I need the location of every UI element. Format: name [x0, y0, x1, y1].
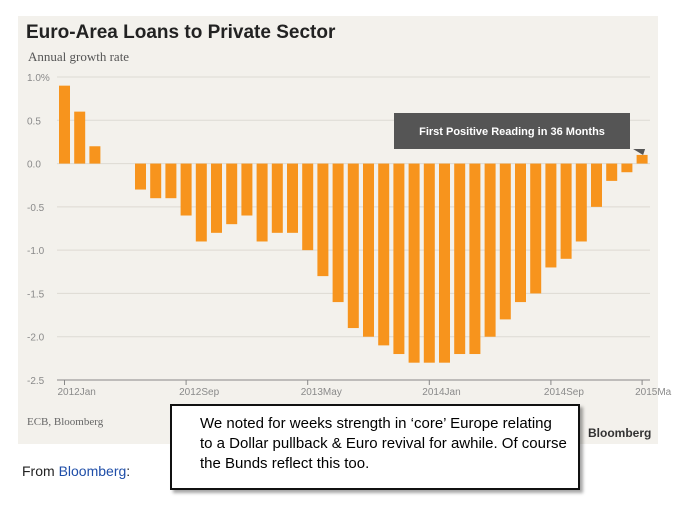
bar — [408, 163, 420, 363]
x-tick-label: 2012Jan — [58, 387, 96, 398]
y-tick-label: -1.0 — [27, 246, 45, 257]
bar — [515, 163, 526, 303]
x-tick-label: 2015Ma — [635, 387, 672, 398]
from-attribution: From Bloomberg: — [22, 463, 130, 479]
from-prefix: From — [22, 463, 59, 479]
y-tick-label: -1.5 — [27, 289, 45, 300]
bar — [211, 163, 222, 233]
from-suffix: : — [126, 463, 131, 479]
bar — [241, 163, 253, 216]
x-tick-label: 2014Sep — [544, 387, 584, 398]
comment-text: We noted for weeks strength in ‘core’ Eu… — [200, 415, 567, 472]
chart-subtitle: Annual growth rate — [28, 49, 130, 64]
callout-box — [394, 113, 630, 149]
bar — [271, 163, 283, 233]
bar — [287, 163, 298, 233]
bloomberg-link[interactable]: Bloomberg — [58, 463, 127, 479]
comment-box: We noted for weeks strength in ‘core’ Eu… — [170, 404, 580, 490]
y-tick-label: 0.5 — [27, 116, 41, 127]
source-note: ECB, Bloomberg — [27, 416, 104, 428]
bar — [393, 163, 405, 355]
bar — [454, 163, 466, 355]
chart-title: Euro-Area Loans to Private Sector — [26, 22, 336, 43]
bar — [180, 163, 192, 216]
bar — [621, 163, 633, 173]
bar — [560, 163, 572, 259]
bar — [302, 163, 314, 251]
bar — [439, 163, 450, 363]
y-tick-label: 0.0 — [27, 160, 41, 171]
bar — [363, 163, 374, 337]
bar — [195, 163, 207, 242]
bar — [591, 163, 602, 207]
bar — [59, 85, 70, 164]
y-tick-label: -2.0 — [27, 333, 45, 344]
bar — [89, 146, 101, 164]
bloomberg-brand-logo: Bloomberg — [588, 426, 652, 440]
bar — [165, 163, 177, 199]
x-tick-label: 2013May — [301, 387, 342, 398]
y-tick-label: -0.5 — [27, 203, 45, 214]
bar — [347, 163, 359, 329]
bar — [74, 111, 86, 164]
bar — [545, 163, 557, 268]
bar — [332, 163, 344, 303]
x-tick-label: 2014Jan — [422, 387, 460, 398]
y-tick-label: -2.5 — [27, 376, 45, 387]
y-tick-label: 1.0% — [27, 73, 50, 84]
callout-label: First Positive Reading in 36 Months — [419, 126, 605, 138]
bar — [469, 163, 481, 355]
bar — [499, 163, 511, 320]
bar — [484, 163, 496, 337]
callout-pointer — [633, 149, 646, 155]
bar — [256, 163, 268, 242]
bar — [530, 163, 542, 294]
x-tick-label: 2012Sep — [179, 387, 219, 398]
bar — [226, 163, 238, 225]
bar — [317, 163, 329, 277]
bar — [423, 163, 435, 363]
bar — [378, 163, 390, 346]
bar — [606, 163, 618, 181]
bar — [575, 163, 587, 242]
bar — [636, 154, 648, 164]
bar — [150, 163, 162, 199]
bar — [135, 163, 146, 190]
